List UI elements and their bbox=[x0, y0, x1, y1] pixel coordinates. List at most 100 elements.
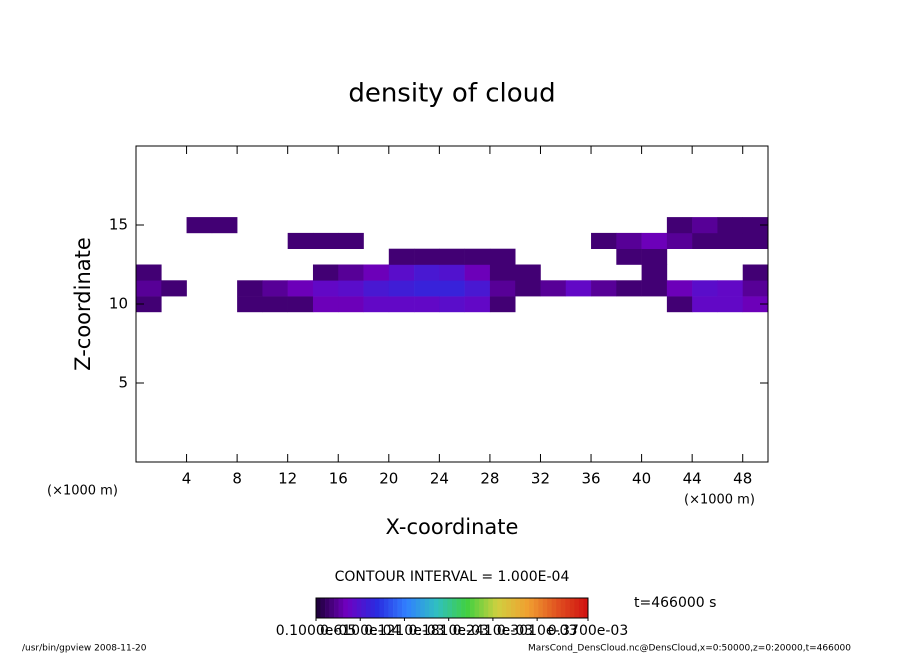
colorbar-tick-label: 0.1000e-05 bbox=[276, 623, 356, 639]
colorbar-segment bbox=[316, 598, 321, 618]
colorbar-segment bbox=[506, 598, 512, 618]
colorbar-segment bbox=[456, 598, 462, 618]
colorbar-segment bbox=[347, 598, 353, 618]
colorbar-segment bbox=[388, 598, 394, 618]
colorbar-segment bbox=[551, 598, 557, 618]
contour-cell bbox=[717, 232, 744, 249]
contour-cell bbox=[540, 280, 567, 297]
colorbar-segment bbox=[325, 598, 330, 618]
x-tick-label: 12 bbox=[278, 470, 297, 488]
contour-cell bbox=[388, 296, 415, 313]
contour-cell bbox=[414, 248, 440, 265]
contour-cell bbox=[692, 232, 718, 249]
x-unit-right: (×1000 m) bbox=[684, 493, 755, 508]
contour-cell bbox=[211, 217, 238, 234]
x-tick-label: 48 bbox=[733, 470, 752, 488]
x-tick-label: 20 bbox=[379, 470, 398, 488]
contour-cell bbox=[439, 264, 465, 281]
colorbar-segment bbox=[384, 598, 389, 618]
y-tick-label: 15 bbox=[109, 216, 128, 234]
contour-cell bbox=[692, 280, 718, 297]
colorbar-segment bbox=[343, 598, 349, 618]
colorbar-segment bbox=[338, 598, 344, 618]
colorbar-segment bbox=[542, 598, 548, 618]
contour-cell bbox=[666, 232, 693, 249]
contour-cell bbox=[742, 280, 769, 297]
time-label: t=466000 s bbox=[634, 595, 716, 611]
contour-cell bbox=[464, 264, 491, 281]
colorbar-segment bbox=[520, 598, 525, 618]
contour-cell bbox=[742, 232, 769, 249]
contour-cell bbox=[616, 232, 642, 249]
footer-right: MarsCond_DensCloud.nc@DensCloud,x=0:5000… bbox=[528, 644, 851, 654]
contour-cell bbox=[616, 280, 642, 297]
footer-left: /usr/bin/gpview 2008-11-20 bbox=[22, 644, 147, 654]
contour-cell bbox=[489, 296, 516, 313]
colorbar-segment bbox=[365, 598, 371, 618]
colorbar-segment bbox=[411, 598, 417, 618]
contour-cell bbox=[136, 296, 162, 313]
contour-cell bbox=[414, 296, 440, 313]
chart-title: density of cloud bbox=[348, 79, 555, 109]
contour-cell bbox=[742, 264, 769, 281]
contour-cell bbox=[262, 280, 288, 297]
colorbar-tick-label: 0.6100e-04 bbox=[320, 623, 401, 639]
contour-cell bbox=[439, 296, 465, 313]
contour-cell bbox=[591, 280, 617, 297]
x-tick-label: 36 bbox=[581, 470, 600, 488]
contour-cell bbox=[237, 280, 263, 297]
contour-cell bbox=[414, 264, 440, 281]
colorbar-segment bbox=[438, 598, 444, 618]
contour-cell bbox=[439, 280, 465, 297]
contour-cell bbox=[641, 280, 668, 297]
x-tick-label: 24 bbox=[430, 470, 449, 488]
contour-cell bbox=[616, 248, 642, 265]
colorbar-segment bbox=[424, 598, 430, 618]
colorbar-segment bbox=[329, 598, 335, 618]
contour-cell bbox=[136, 264, 162, 281]
colorbar-segment bbox=[461, 598, 466, 618]
contour-cell bbox=[464, 296, 491, 313]
colorbar-segment bbox=[447, 598, 453, 618]
colorbar-segment bbox=[374, 598, 380, 618]
colorbar-segment bbox=[415, 598, 421, 618]
contour-cell bbox=[641, 264, 668, 281]
colorbar-tick-label: 0.3010e-03 bbox=[497, 623, 577, 639]
colorbar-segment bbox=[560, 598, 566, 618]
colorbar-segment bbox=[524, 598, 530, 618]
contour-cell bbox=[363, 264, 390, 281]
colorbar-tick-label: 0.2410e-03 bbox=[453, 623, 533, 639]
colorbar-segment bbox=[429, 598, 435, 618]
colorbar-segment bbox=[479, 598, 485, 618]
colorbar-segment bbox=[402, 598, 407, 618]
contour-cell bbox=[338, 232, 364, 249]
colorbar-segment bbox=[510, 598, 516, 618]
colorbar-segment bbox=[397, 598, 403, 618]
colorbar-segment bbox=[488, 598, 494, 618]
colorbar-segment bbox=[533, 598, 539, 618]
colorbar-tick-label: 0.1810e-03 bbox=[408, 623, 488, 639]
contour-cell bbox=[742, 217, 769, 234]
colorbar-segment bbox=[433, 598, 439, 618]
contour-cell bbox=[717, 280, 744, 297]
colorbar-segment bbox=[483, 598, 489, 618]
colorbar-segment bbox=[538, 598, 543, 618]
colorbar-segment bbox=[515, 598, 521, 618]
y-axis-label: Z-coordinate bbox=[71, 237, 95, 371]
contour-cell bbox=[515, 264, 541, 281]
colorbar-segment bbox=[574, 598, 580, 618]
colorbar-segment bbox=[442, 598, 448, 618]
contour-cell bbox=[388, 264, 415, 281]
x-tick-label: 40 bbox=[632, 470, 651, 488]
x-axis-label: X-coordinate bbox=[386, 515, 519, 539]
contour-cell bbox=[692, 217, 718, 234]
contour-cell bbox=[338, 264, 364, 281]
contour-cell bbox=[692, 296, 718, 313]
contour-cell bbox=[363, 296, 390, 313]
contour-cell bbox=[136, 280, 162, 297]
contour-cell bbox=[489, 280, 516, 297]
contour-cell bbox=[312, 280, 339, 297]
contour-cell bbox=[312, 264, 339, 281]
contour-cell bbox=[439, 248, 465, 265]
